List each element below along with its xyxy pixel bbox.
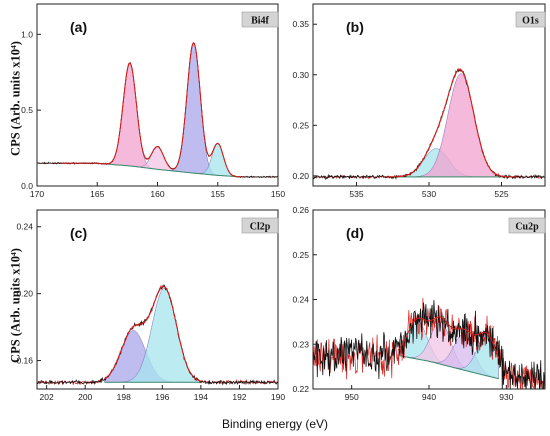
y-tick-label: 0.26 [292, 205, 309, 215]
element-tag-box [508, 217, 546, 234]
x-tick-label: 202 [40, 392, 54, 402]
element-tag-box [241, 217, 279, 234]
plot-area [37, 284, 278, 386]
element-tag-label: Bi4f [251, 16, 269, 27]
y-tick-label: 0.5 [21, 105, 33, 115]
background-line [397, 354, 499, 380]
x-axis-label: Binding energy (eV) [221, 417, 329, 431]
x-tick-label: 170 [30, 189, 44, 199]
x-tick-label: 190 [271, 392, 285, 402]
x-tick-label: 165 [90, 189, 104, 199]
data-line-raw [313, 300, 545, 389]
fit-envelope [61, 42, 242, 178]
panel-cl2p: 202 200 198 196 194 192 190 0.16 0.20 0.24 (c) Cl2p [16, 209, 285, 402]
fit-envelope [385, 69, 516, 178]
panel-label: (c) [70, 225, 87, 241]
y-tick-label: 0.0 [21, 181, 33, 191]
y-tick-label: 0.25 [292, 120, 309, 130]
element-tag-box [241, 11, 279, 28]
element-tag-label: Cl2p [250, 222, 271, 233]
panel-o1s: 535 530 525 0.20 0.25 0.30 0.35 (b) O1s [292, 3, 546, 199]
y-tick-label: 0.35 [292, 19, 309, 29]
y-tick-label: 0.16 [16, 356, 33, 366]
y-axis-label-top: CPS (Arb. units x10⁴) [8, 41, 23, 156]
x-tick-label: 535 [349, 189, 363, 199]
x-tick-label: 192 [232, 392, 246, 402]
x-tick-label: 198 [117, 392, 131, 402]
panel-label: (a) [70, 19, 87, 35]
plot-area [37, 42, 278, 179]
x-tick-label: 196 [155, 392, 169, 402]
panel-bi4f: 170 165 160 155 150 0.0 0.5 1.0 (a) Bi4f [21, 3, 285, 199]
y-tick-label: 0.22 [292, 384, 309, 394]
x-tick-label: 155 [211, 189, 225, 199]
y-tick-label: 0.24 [292, 295, 309, 305]
panel-label: (b) [346, 19, 364, 35]
element-tag-label: Cu2p [515, 222, 539, 233]
x-tick-label: 160 [150, 189, 164, 199]
x-tick-label: 930 [499, 392, 513, 402]
x-tick-label: 530 [422, 189, 436, 199]
element-tag-box [515, 11, 546, 28]
y-tick-label: 0.20 [292, 171, 309, 181]
y-tick-label: 1.0 [21, 29, 33, 39]
axes-frame [36, 209, 279, 390]
y-tick-label: 0.25 [292, 250, 309, 260]
y-tick-label: 0.20 [16, 289, 33, 299]
plot-area [313, 297, 545, 389]
x-tick-label: 200 [78, 392, 92, 402]
y-tick-label: 0.24 [16, 222, 33, 232]
panel-cu2p: 950 940 930 0.22 0.23 0.24 0.25 0.26 (d) Cu2p [292, 205, 546, 402]
x-tick-label: 525 [494, 189, 508, 199]
x-tick-label: 940 [422, 392, 436, 402]
x-tick-label: 950 [345, 392, 359, 402]
plot-area [313, 67, 545, 181]
x-tick-label: 150 [271, 189, 285, 199]
y-axis-label-bottom: CPS (Arb. units x10⁴) [8, 248, 23, 363]
x-tick-label: 194 [194, 392, 208, 402]
panel-label: (d) [346, 225, 364, 241]
element-tag-label: O1s [522, 16, 539, 27]
y-tick-label: 0.30 [292, 70, 309, 80]
y-tick-label: 0.23 [292, 339, 309, 349]
fit-envelope [397, 316, 500, 359]
fit-envelope [104, 285, 202, 382]
